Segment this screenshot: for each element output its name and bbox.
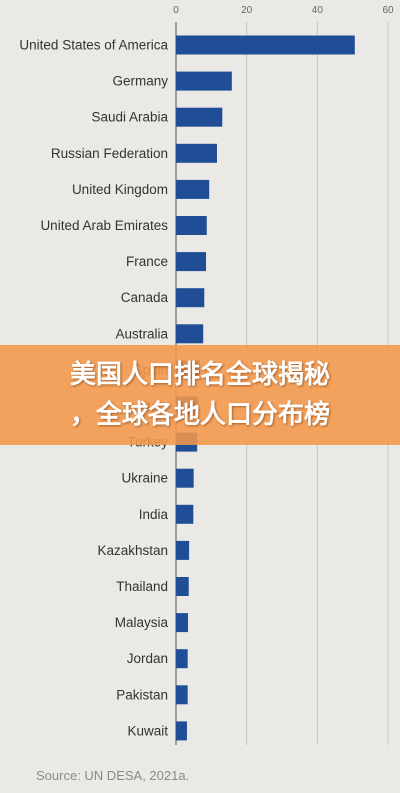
x-tick-label-0: 0: [173, 5, 179, 16]
category-label-1: Germany: [112, 74, 168, 89]
bar-7: [176, 288, 205, 308]
category-label-18: Pakistan: [116, 687, 168, 702]
bar-14: [176, 540, 190, 560]
category-label-14: Kazakhstan: [97, 543, 168, 558]
category-label-4: United Kingdom: [72, 182, 168, 197]
category-label-5: United Arab Emirates: [40, 218, 168, 233]
category-label-15: Thailand: [116, 579, 168, 594]
category-label-8: Australia: [115, 326, 168, 341]
bar-19: [176, 721, 187, 741]
category-label-16: Malaysia: [115, 615, 169, 630]
category-label-2: Saudi Arabia: [91, 110, 168, 125]
bar-2: [176, 107, 223, 127]
bar-4: [176, 179, 210, 199]
bar-3: [176, 143, 217, 163]
x-tick-label-60: 60: [382, 5, 394, 16]
category-label-7: Canada: [121, 290, 169, 305]
bar-13: [176, 504, 194, 524]
banner-line-1: 美国人口排名全球揭秘: [69, 360, 330, 390]
bar-16: [176, 613, 189, 633]
x-tick-label-40: 40: [312, 5, 324, 16]
category-label-17: Jordan: [127, 651, 168, 666]
category-label-3: Russian Federation: [51, 146, 168, 161]
category-label-13: India: [139, 507, 169, 522]
source-note: Source: UN DESA, 2021a.: [36, 768, 190, 783]
bar-8: [176, 324, 204, 344]
title-banner: 美国人口排名全球揭秘 ，全球各地人口分布榜: [0, 345, 400, 445]
bar-5: [176, 216, 207, 235]
bar-12: [176, 468, 194, 488]
x-tick-label-20: 20: [241, 5, 253, 16]
bar-17: [176, 649, 188, 669]
bar-1: [176, 71, 232, 91]
bar-0: [176, 35, 355, 55]
bar-15: [176, 577, 189, 596]
category-label-0: United States of America: [19, 38, 168, 53]
category-label-6: France: [126, 254, 168, 269]
bar-6: [176, 252, 207, 272]
banner-line-2: ，全球各地人口分布榜: [69, 400, 330, 430]
bar-18: [176, 685, 188, 705]
category-label-12: Ukraine: [121, 471, 168, 486]
category-label-19: Kuwait: [127, 723, 168, 738]
